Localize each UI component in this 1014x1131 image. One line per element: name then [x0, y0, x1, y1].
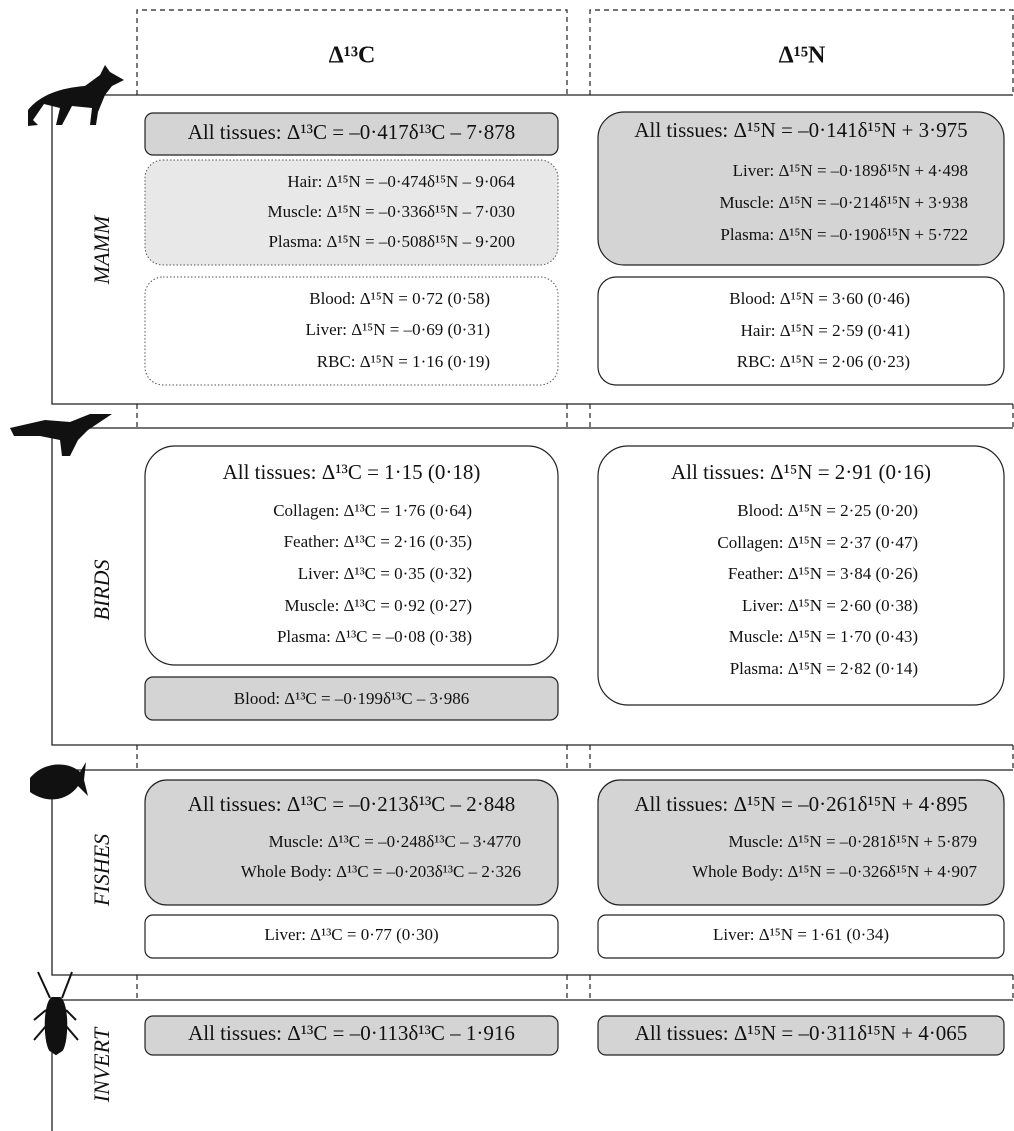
equation-box	[144, 445, 559, 666]
box-title: All tissues: Δ¹³C = 1·15 (0·18)	[223, 460, 481, 484]
box-line: Collagen: Δ¹³C = 1·76 (0·64)	[273, 501, 472, 520]
equation-box	[144, 112, 559, 156]
equation-box	[597, 779, 1005, 906]
box-line: Muscle: Δ¹⁵N = –0·336δ¹⁵N – 7·030	[268, 202, 515, 221]
box-line: Collagen: Δ¹⁵N = 2·37 (0·47)	[717, 533, 918, 552]
box-line: Liver: Δ¹³C = 0·77 (0·30)	[264, 925, 438, 944]
box-line: Plasma: Δ¹⁵N = 2·82 (0·14)	[730, 659, 918, 678]
box-line: Whole Body: Δ¹³C = –0·203δ¹³C – 2·326	[241, 862, 521, 881]
column-header: Δ¹³C	[329, 43, 376, 69]
box-title: All tissues: Δ¹³C = –0·213δ¹³C – 2·848	[188, 792, 516, 816]
box-line: Blood: Δ¹³C = –0·199δ¹³C – 3·986	[234, 689, 469, 708]
equation-box	[597, 914, 1005, 959]
equation-box	[144, 159, 559, 266]
equation-box	[144, 276, 559, 386]
box-line: Hair: Δ¹⁵N = –0·474δ¹⁵N – 9·064	[287, 172, 515, 191]
column-header: Δ¹⁵N	[779, 43, 826, 69]
box-line: Plasma: Δ¹⁵N = –0·190δ¹⁵N + 5·722	[720, 225, 968, 244]
box-line: Blood: Δ¹⁵N = 3·60 (0·46)	[729, 289, 910, 308]
equation-box	[597, 276, 1005, 386]
box-title: All tissues: Δ¹⁵N = –0·261δ¹⁵N + 4·895	[634, 792, 967, 816]
box-line: RBC: Δ¹⁵N = 1·16 (0·19)	[317, 352, 490, 371]
box-line: Muscle: Δ¹³C = –0·248δ¹³C – 3·4770	[269, 832, 521, 851]
box-line: Liver: Δ¹⁵N = 2·60 (0·38)	[742, 596, 918, 615]
box-line: Whole Body: Δ¹⁵N = –0·326δ¹⁵N + 4·907	[692, 862, 977, 881]
equation-box	[597, 445, 1005, 706]
box-line: Hair: Δ¹⁵N = 2·59 (0·41)	[741, 321, 910, 340]
box-line: Muscle: Δ¹⁵N = 1·70 (0·43)	[729, 627, 918, 646]
box-line: Muscle: Δ¹³C = 0·92 (0·27)	[285, 596, 472, 615]
box-line: Blood: Δ¹⁵N = 2·25 (0·20)	[737, 501, 918, 520]
box-title: All tissues: Δ¹⁵N = –0·311δ¹⁵N + 4·065	[635, 1021, 968, 1045]
box-line: Liver: Δ¹⁵N = –0·189δ¹⁵N + 4·498	[733, 161, 968, 180]
box-title: All tissues: Δ¹⁵N = 2·91 (0·16)	[671, 460, 931, 484]
box-title: All tissues: Δ¹⁵N = –0·141δ¹⁵N + 3·975	[634, 118, 967, 142]
group-label: BIRDS	[89, 559, 114, 620]
box-title: All tissues: Δ¹³C = –0·113δ¹³C – 1·916	[188, 1021, 515, 1045]
equation-box	[144, 779, 559, 906]
box-line: Plasma: Δ¹⁵N = –0·508δ¹⁵N – 9·200	[268, 232, 515, 251]
group-label: INVERT	[89, 1026, 114, 1103]
equation-box	[597, 111, 1005, 266]
equation-box	[144, 914, 559, 959]
box-line: Blood: Δ¹⁵N = 0·72 (0·58)	[309, 289, 490, 308]
equation-box	[144, 676, 559, 721]
box-line: Liver: Δ¹³C = 0·35 (0·32)	[298, 564, 472, 583]
box-line: Liver: Δ¹⁵N = –0·69 (0·31)	[305, 320, 490, 339]
equation-box	[144, 1015, 559, 1056]
box-line: Feather: Δ¹⁵N = 3·84 (0·26)	[728, 564, 918, 583]
box-line: Muscle: Δ¹⁵N = –0·281δ¹⁵N + 5·879	[728, 832, 977, 851]
silhouettes	[10, 65, 124, 1056]
box-line: Plasma: Δ¹³C = –0·08 (0·38)	[277, 627, 472, 646]
group-label: FISHES	[89, 834, 114, 907]
box-line: Feather: Δ¹³C = 2·16 (0·35)	[284, 532, 472, 551]
box-line: Liver: Δ¹⁵N = 1·61 (0·34)	[713, 925, 889, 944]
box-title: All tissues: Δ¹³C = –0·417δ¹³C – 7·878	[188, 120, 516, 144]
box-line: Muscle: Δ¹⁵N = –0·214δ¹⁵N + 3·938	[719, 193, 968, 212]
box-line: RBC: Δ¹⁵N = 2·06 (0·23)	[737, 352, 910, 371]
equation-box	[597, 1015, 1005, 1056]
group-label: MAMM	[89, 214, 114, 285]
frame	[51, 9, 1014, 1131]
